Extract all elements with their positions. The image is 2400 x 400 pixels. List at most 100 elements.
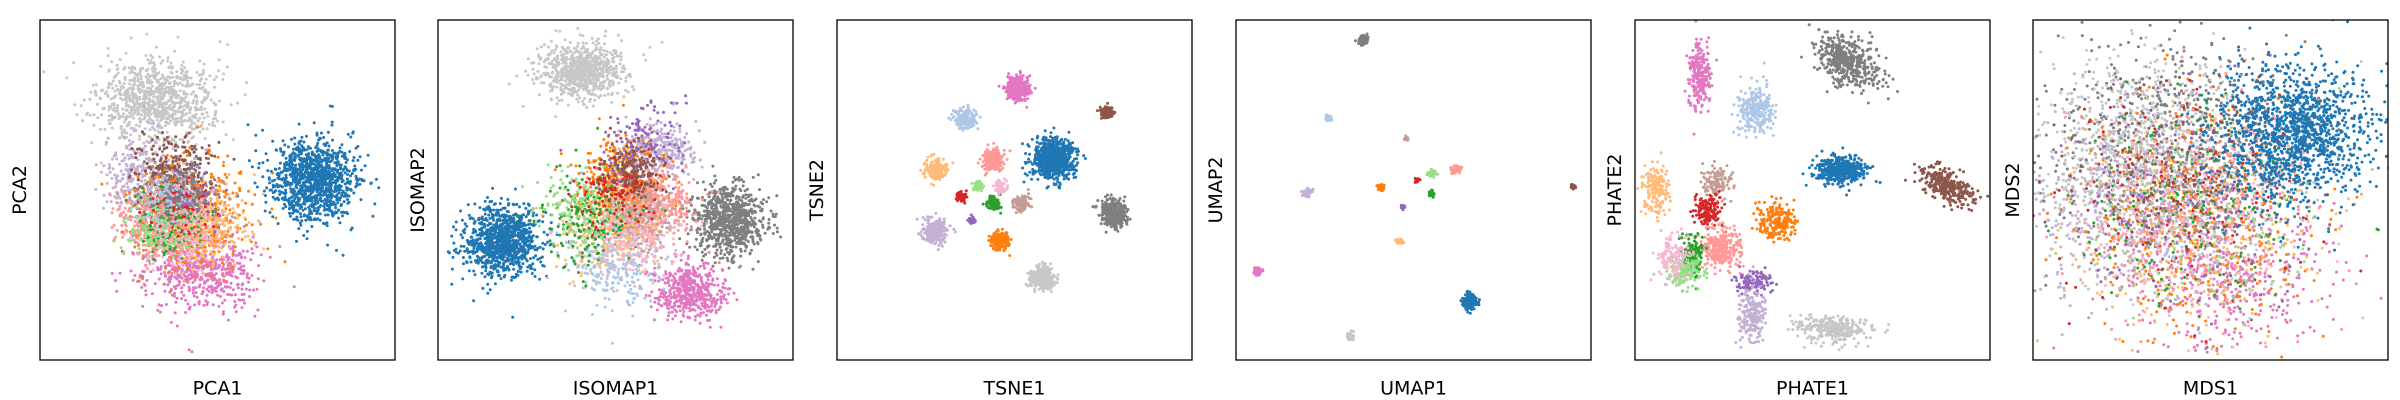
data-point (212, 262, 215, 266)
data-point (129, 269, 133, 273)
data-point (158, 267, 162, 271)
data-point (179, 205, 183, 209)
data-point (122, 112, 126, 116)
data-point (212, 286, 216, 290)
data-point (119, 85, 123, 89)
data-point (157, 137, 161, 141)
data-point (284, 176, 288, 180)
data-point (152, 216, 156, 220)
data-point (315, 149, 319, 153)
data-point (138, 219, 142, 223)
data-point (155, 153, 159, 157)
data-point (326, 130, 330, 134)
data-point (253, 243, 257, 247)
data-point (142, 160, 146, 164)
data-point (207, 157, 210, 161)
data-point (307, 205, 311, 209)
data-point (112, 239, 116, 243)
data-point (178, 189, 182, 193)
data-point (165, 130, 169, 134)
data-point (325, 224, 329, 228)
data-point (152, 122, 156, 126)
data-point (207, 219, 211, 223)
data-point (228, 261, 232, 265)
data-point (228, 226, 232, 230)
data-point (231, 252, 235, 256)
data-point (142, 97, 145, 101)
data-point (221, 120, 225, 124)
data-point (356, 158, 360, 162)
data-point (213, 273, 216, 277)
data-point (156, 78, 160, 82)
data-point (170, 230, 174, 234)
data-point (139, 196, 143, 200)
data-point (169, 154, 173, 158)
data-point (240, 293, 244, 296)
data-point (231, 240, 235, 244)
data-point (240, 199, 244, 203)
data-point (155, 95, 159, 99)
data-point (141, 277, 144, 281)
data-point (243, 93, 247, 97)
data-point (162, 253, 166, 257)
data-point (112, 76, 116, 80)
data-point (224, 133, 228, 137)
data-point (183, 261, 187, 265)
data-point (122, 184, 126, 188)
data-point (145, 206, 149, 209)
data-point (174, 171, 178, 175)
data-point (251, 235, 255, 239)
data-point (158, 159, 162, 163)
data-point (185, 163, 189, 166)
data-point (207, 152, 211, 156)
data-point (184, 149, 188, 153)
data-point (327, 157, 331, 160)
data-point (182, 113, 186, 117)
data-point (234, 303, 238, 307)
data-point (174, 159, 178, 163)
data-point (168, 195, 172, 199)
data-point (158, 194, 162, 197)
data-point (128, 115, 132, 119)
data-point (209, 250, 213, 253)
data-point (182, 73, 186, 77)
data-point (195, 215, 199, 219)
data-point (234, 254, 238, 257)
data-point (195, 83, 199, 86)
data-point (114, 175, 118, 179)
data-point (223, 224, 227, 228)
data-point (128, 82, 132, 86)
data-point (157, 175, 161, 179)
data-point (136, 187, 140, 191)
data-point (186, 216, 190, 220)
data-point (72, 61, 76, 65)
data-point (324, 213, 327, 217)
data-point (173, 121, 176, 125)
data-point (175, 276, 179, 280)
data-point (119, 200, 123, 204)
data-point (309, 218, 313, 222)
data-point (176, 234, 180, 238)
data-point (204, 299, 208, 303)
data-point (377, 186, 381, 190)
data-point (159, 126, 163, 130)
data-point (211, 120, 215, 124)
data-point (266, 158, 270, 162)
data-point (252, 232, 256, 236)
data-point (214, 219, 218, 223)
data-point (161, 195, 165, 198)
data-point (166, 263, 170, 267)
data-point (224, 188, 228, 192)
data-point (155, 118, 159, 122)
data-point (217, 140, 221, 144)
data-point (166, 59, 170, 63)
data-point (151, 261, 155, 265)
data-point (134, 195, 138, 199)
data-point (195, 165, 199, 169)
data-point (149, 243, 153, 247)
data-point (244, 287, 248, 291)
data-point (185, 171, 189, 175)
data-point (127, 139, 131, 142)
data-point (137, 243, 141, 247)
data-point (129, 209, 133, 213)
